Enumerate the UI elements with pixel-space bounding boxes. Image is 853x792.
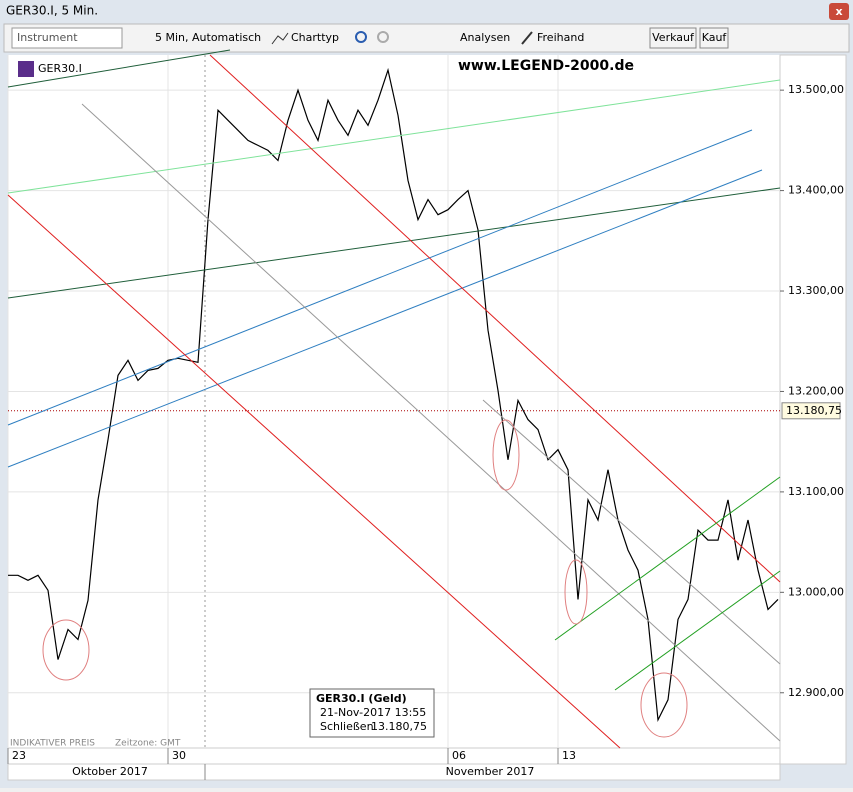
x-tick-label: 23 [12, 749, 26, 762]
y-tick-label: 13.200,00 [788, 384, 844, 397]
price-line [8, 67, 779, 723]
tooltip-time: 21-Nov-2017 13:55 [320, 706, 426, 719]
sell-label: Verkauf [652, 31, 695, 44]
chart-type-menu[interactable]: Charttyp [291, 31, 339, 44]
window-title: GER30.I, 5 Min. [6, 4, 98, 18]
analyses-menu[interactable]: Analysen [460, 31, 510, 44]
freehand-menu[interactable]: Freihand [537, 31, 584, 44]
buy-label: Kauf [702, 31, 728, 44]
instrument-placeholder: Instrument [17, 31, 78, 44]
watermark: www.LEGEND-2000.de [458, 58, 634, 74]
symbol-label[interactable]: GER30.I [38, 62, 82, 75]
interval-select[interactable]: 5 Min, Automatisch [155, 31, 261, 44]
zoom-in[interactable] [355, 31, 367, 43]
y-tick-label: 12.900,00 [788, 686, 844, 699]
freehand-icon [521, 31, 533, 45]
y-tick-label: 13.400,00 [788, 184, 844, 197]
close-icon: x [835, 5, 842, 18]
tooltip-field: Schließen [320, 720, 374, 733]
buy-button[interactable] [699, 27, 729, 49]
x-tick-label: 30 [172, 749, 186, 762]
price-note: INDIKATIVER PREIS [10, 739, 95, 749]
instrument-input[interactable] [11, 27, 123, 49]
y-tick-label: 13.000,00 [788, 585, 844, 598]
tooltip [309, 688, 435, 738]
symbol-icon [18, 61, 34, 77]
y-tick-label: 13.500,00 [788, 83, 844, 96]
sell-button[interactable] [649, 27, 697, 49]
x-tick-label: 06 [452, 749, 466, 762]
month-axis [7, 763, 781, 781]
month-label: November 2017 [446, 765, 535, 778]
y-tick-label: 13.100,00 [788, 485, 844, 498]
zoom-out[interactable] [377, 31, 389, 43]
time-axis [7, 747, 781, 765]
current-price-label: 13.180,75 [786, 404, 842, 417]
trend-lines [7, 49, 781, 749]
month-label: Oktober 2017 [72, 765, 148, 778]
tooltip-price: 13.180,75 [371, 720, 427, 733]
tooltip-title: GER30.I (Geld) [316, 692, 407, 705]
close-button[interactable] [829, 3, 849, 20]
y-tick-label: 13.300,00 [788, 284, 844, 297]
plot [7, 55, 780, 748]
timezone: Zeitzone: GMT [115, 739, 181, 749]
chart-type-icon [271, 32, 289, 45]
current-price-box [781, 402, 841, 420]
x-tick-label: 13 [562, 749, 576, 762]
plot-area [8, 55, 780, 748]
